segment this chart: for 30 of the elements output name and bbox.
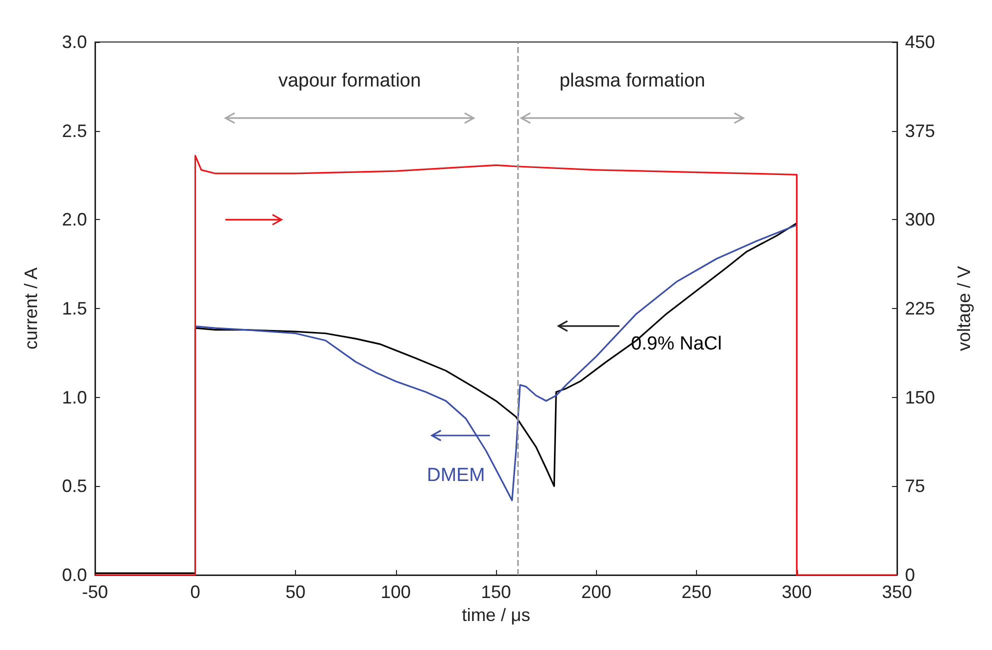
x-tick-label: 250 [681,582,712,602]
y-tick-label: 2.5 [62,120,87,141]
y2-tick-label: 300 [905,210,936,230]
y-tick-label: 1.0 [62,387,87,408]
y2-tick-label: 375 [905,120,936,141]
annotation: vapour formation [278,70,421,92]
series-label: 0.9% NaCl [631,334,722,355]
x-tick-label: 350 [882,582,912,602]
y2-tick-label: 75 [905,476,926,496]
x-tick-label: 150 [480,582,512,602]
y2-tick-label: 150 [905,387,936,408]
annotation: plasma formation [559,70,706,92]
x-tick-label: 100 [380,582,411,602]
y-tick-label: 3.0 [62,32,87,52]
x-tick-label: 50 [285,582,306,602]
y-axis-title: current / A [21,267,41,350]
y-tick-label: 2.0 [62,210,87,230]
y2-axis-title: voltage / V [954,266,974,352]
x-tick-label: 0 [190,582,200,602]
y-tick-label: 0.0 [62,565,87,585]
y2-tick-label: 225 [905,298,936,318]
x-tick-label: -50 [82,582,108,602]
y2-tick-label: 0 [905,565,916,585]
series-label: DMEM [426,465,485,486]
x-tick-label: 300 [782,582,812,602]
y-tick-label: 1.5 [62,298,87,318]
y2-tick-label: 450 [905,32,936,52]
y-tick-label: 0.5 [62,476,87,496]
x-axis-title: time / μs [462,604,530,625]
x-tick-label: 200 [581,582,612,602]
